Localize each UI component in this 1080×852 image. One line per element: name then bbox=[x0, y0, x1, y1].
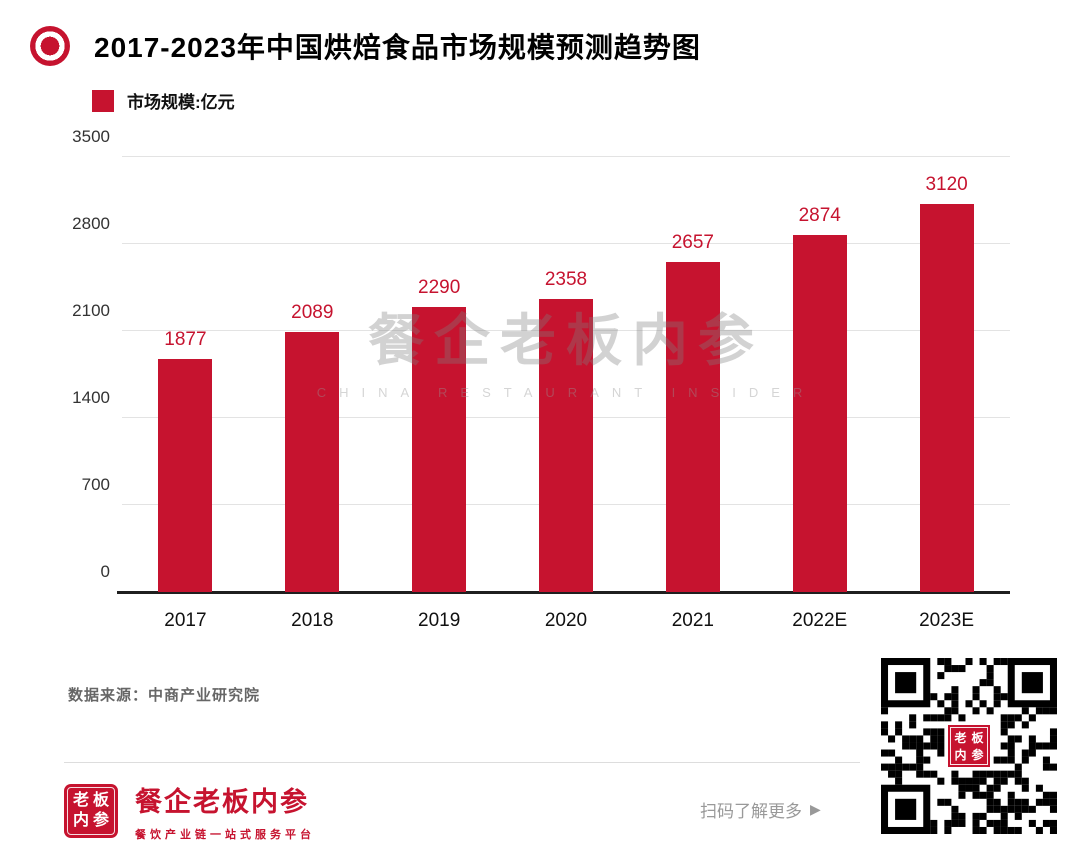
target-icon bbox=[30, 26, 70, 66]
footer-divider bbox=[64, 762, 860, 763]
bar-chart: 1877 2089 2290 2358 2657 2874 3120 餐企老板内参 CHIN… bbox=[66, 127, 1010, 632]
x-tick-label: 2018 bbox=[291, 610, 334, 631]
x-tick-label: 2019 bbox=[418, 610, 461, 631]
bar-column: 3120 bbox=[883, 157, 1010, 592]
bar-column: 2290 bbox=[376, 157, 503, 592]
source-text: 数据来源：中商产业研究院 bbox=[68, 687, 261, 704]
qr-caption-text: 扫码了解更多 bbox=[700, 802, 802, 821]
bar bbox=[539, 298, 593, 592]
x-tick-label: 2020 bbox=[544, 610, 588, 631]
legend-swatch bbox=[92, 89, 114, 112]
bar-value-label: 2290 bbox=[418, 277, 461, 299]
qr-code: 老板内参 bbox=[881, 658, 1057, 834]
brand-tagline: 餐饮产业链一站式服务平台 bbox=[135, 829, 315, 841]
bar bbox=[158, 358, 213, 592]
bar-value-label: 2358 bbox=[544, 268, 588, 290]
bar-column: 2358 bbox=[503, 157, 630, 592]
bar-value-label: 2089 bbox=[291, 302, 334, 324]
y-tick-label: 2800 bbox=[72, 214, 110, 233]
qr-center-seal: 老板内参 bbox=[946, 723, 992, 769]
legend-label: 市场规模:亿元 bbox=[127, 93, 235, 112]
bar-column: 2874 bbox=[756, 157, 883, 592]
bar-value-label: 2874 bbox=[798, 204, 841, 226]
seal-character: 参 bbox=[92, 812, 109, 830]
bar-column: 1877 bbox=[122, 157, 249, 592]
x-axis-labels: 2017 2018 2019 2020 2021 2022E 2023E bbox=[122, 610, 1010, 632]
bar-column: 2657 bbox=[629, 157, 756, 592]
seal-character: 板 bbox=[92, 792, 109, 810]
seal-character: 老 bbox=[72, 792, 89, 810]
chevron-right-icon: ▶ bbox=[810, 801, 821, 817]
brand-name: 餐企老板内参 bbox=[135, 787, 309, 817]
y-tick-label: 3500 bbox=[72, 127, 110, 146]
brand-text-block: 餐企老板内参 餐饮产业链一站式服务平台 bbox=[135, 780, 315, 842]
seal-character: 内 bbox=[954, 747, 967, 762]
chart-legend: 市场规模:亿元 bbox=[92, 88, 1080, 113]
bar bbox=[285, 332, 340, 592]
x-tick-label: 2023E bbox=[919, 610, 975, 631]
bar bbox=[665, 261, 720, 592]
qr-caption: 扫码了解更多 ▶ bbox=[700, 797, 821, 822]
header: 2017-2023年中国烘焙食品市场规模预测趋势图 bbox=[0, 0, 1080, 66]
bar bbox=[792, 234, 847, 592]
gridline bbox=[122, 243, 1010, 244]
y-tick-label: 2100 bbox=[72, 301, 110, 320]
seal-character: 参 bbox=[971, 747, 984, 762]
x-tick-label: 2021 bbox=[671, 610, 714, 631]
y-tick-label: 1400 bbox=[72, 388, 110, 407]
bar bbox=[919, 204, 974, 592]
seal-character: 内 bbox=[72, 812, 89, 830]
bars-container: 1877 2089 2290 2358 2657 2874 3120 bbox=[122, 157, 1010, 592]
y-tick-label: 0 bbox=[100, 562, 110, 581]
brand-row: 老板内参 餐企老板内参 餐饮产业链一站式服务平台 bbox=[64, 780, 315, 842]
x-axis-line bbox=[117, 591, 1010, 594]
seal-character: 板 bbox=[971, 730, 984, 745]
bar-value-label: 2657 bbox=[671, 231, 714, 253]
y-tick-label: 700 bbox=[81, 475, 110, 494]
bar-column: 2089 bbox=[249, 157, 376, 592]
seal-character: 老 bbox=[954, 730, 967, 745]
x-tick-label: 2017 bbox=[164, 610, 207, 631]
bar-value-label: 1877 bbox=[164, 328, 207, 350]
page-title: 2017-2023年中国烘焙食品市场规模预测趋势图 bbox=[94, 32, 701, 63]
gridline bbox=[122, 156, 1010, 157]
bar bbox=[412, 307, 467, 592]
bar-value-label: 3120 bbox=[925, 174, 968, 196]
x-tick-label: 2022E bbox=[792, 610, 848, 631]
plot-area: 1877 2089 2290 2358 2657 2874 3120 餐企老板内参 CHIN… bbox=[72, 127, 1010, 594]
brand-seal-logo: 老板内参 bbox=[64, 784, 118, 838]
